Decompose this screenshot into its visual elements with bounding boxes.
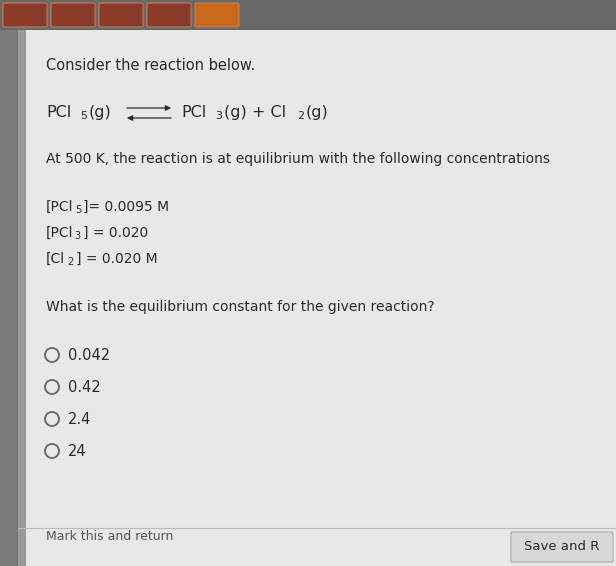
Text: 2: 2 (68, 257, 74, 267)
Text: 0.042: 0.042 (68, 348, 110, 363)
Text: Save and R: Save and R (524, 541, 600, 554)
Text: 2: 2 (297, 111, 304, 121)
Text: [PCl: [PCl (46, 226, 73, 240)
Text: [Cl: [Cl (46, 252, 65, 266)
FancyBboxPatch shape (195, 3, 239, 27)
Text: ] = 0.020: ] = 0.020 (83, 226, 148, 240)
FancyBboxPatch shape (511, 532, 613, 562)
Text: 0.42: 0.42 (68, 380, 101, 395)
FancyBboxPatch shape (147, 3, 191, 27)
Text: 5: 5 (75, 205, 81, 215)
Bar (0, 0, 616, 30)
Text: 3: 3 (215, 111, 222, 121)
Text: (g) + Cl: (g) + Cl (224, 105, 286, 120)
FancyBboxPatch shape (3, 3, 47, 27)
Text: ] = 0.020 M: ] = 0.020 M (76, 252, 157, 266)
Bar (18, 30, 26, 566)
Text: PCl: PCl (181, 105, 206, 120)
FancyBboxPatch shape (51, 3, 95, 27)
Text: [PCl: [PCl (46, 200, 73, 214)
FancyBboxPatch shape (99, 3, 143, 27)
Text: ]= 0.0095 M: ]= 0.0095 M (83, 200, 169, 214)
Text: (g): (g) (89, 105, 111, 120)
Text: 5: 5 (80, 111, 87, 121)
Text: PCl: PCl (46, 105, 71, 120)
Text: (g): (g) (306, 105, 329, 120)
Text: 24: 24 (68, 444, 87, 459)
Text: 3: 3 (75, 231, 81, 241)
Text: 2.4: 2.4 (68, 412, 91, 427)
Text: At 500 K, the reaction is at equilibrium with the following concentrations: At 500 K, the reaction is at equilibrium… (46, 152, 550, 166)
Text: Consider the reaction below.: Consider the reaction below. (46, 58, 255, 73)
Text: Mark this and return: Mark this and return (46, 530, 173, 543)
Text: What is the equilibrium constant for the given reaction?: What is the equilibrium constant for the… (46, 300, 435, 314)
